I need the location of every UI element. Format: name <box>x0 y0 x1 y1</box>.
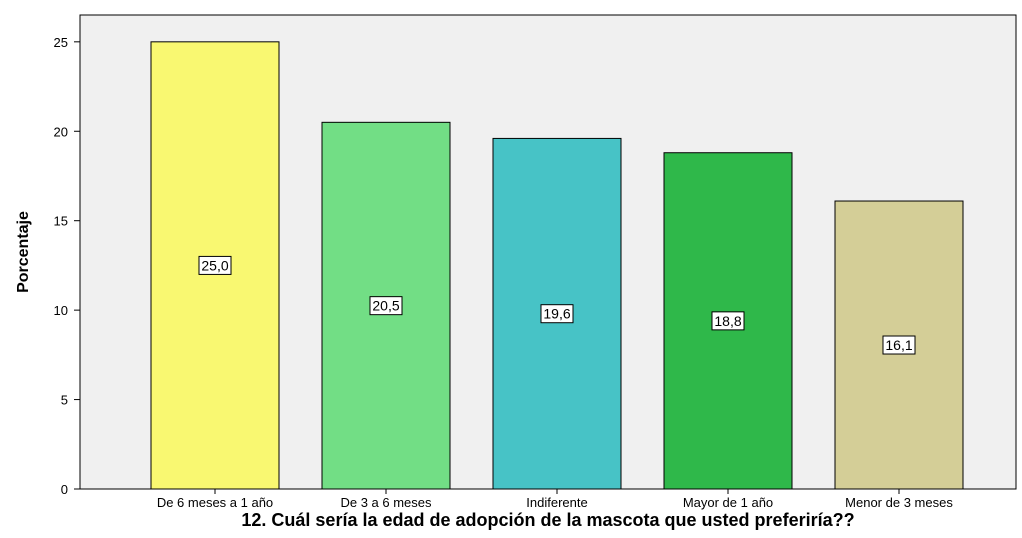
y-axis-title: Porcentaje <box>15 211 32 293</box>
y-tick-label: 20 <box>54 124 68 139</box>
data-label-box <box>198 255 232 275</box>
y-tick-label: 25 <box>54 35 68 50</box>
x-axis: De 6 meses a 1 año De 3 a 6 meses Indifere… <box>157 489 953 510</box>
category-label: De 3 a 6 meses <box>340 495 432 510</box>
data-label: 19,6 <box>543 306 570 322</box>
y-tick-label: 10 <box>54 303 68 318</box>
data-label: 18,8 <box>714 313 741 329</box>
category-label: Mayor de 1 año <box>683 495 773 510</box>
y-tick-label: 0 <box>61 482 68 497</box>
category-label: Indiferente <box>526 495 587 510</box>
data-label: 16,1 <box>885 337 912 353</box>
data-label: 25,0 <box>201 257 228 273</box>
data-label-box <box>369 296 403 316</box>
y-tick-label: 5 <box>61 393 68 408</box>
y-tick-label: 15 <box>54 214 68 229</box>
category-label: Menor de 3 meses <box>845 495 953 510</box>
data-label-box <box>882 335 916 355</box>
y-axis: 0 5 10 15 20 25 <box>54 35 80 497</box>
data-label-box <box>711 311 745 331</box>
category-label: De 6 meses a 1 año <box>157 495 273 510</box>
data-label-box <box>540 304 574 324</box>
x-axis-title: 12. Cuál sería la edad de adopción de la… <box>241 510 854 530</box>
bars: 25,0 20,5 19,6 18,8 16,1 <box>150 41 964 490</box>
data-label: 20,5 <box>372 298 399 314</box>
